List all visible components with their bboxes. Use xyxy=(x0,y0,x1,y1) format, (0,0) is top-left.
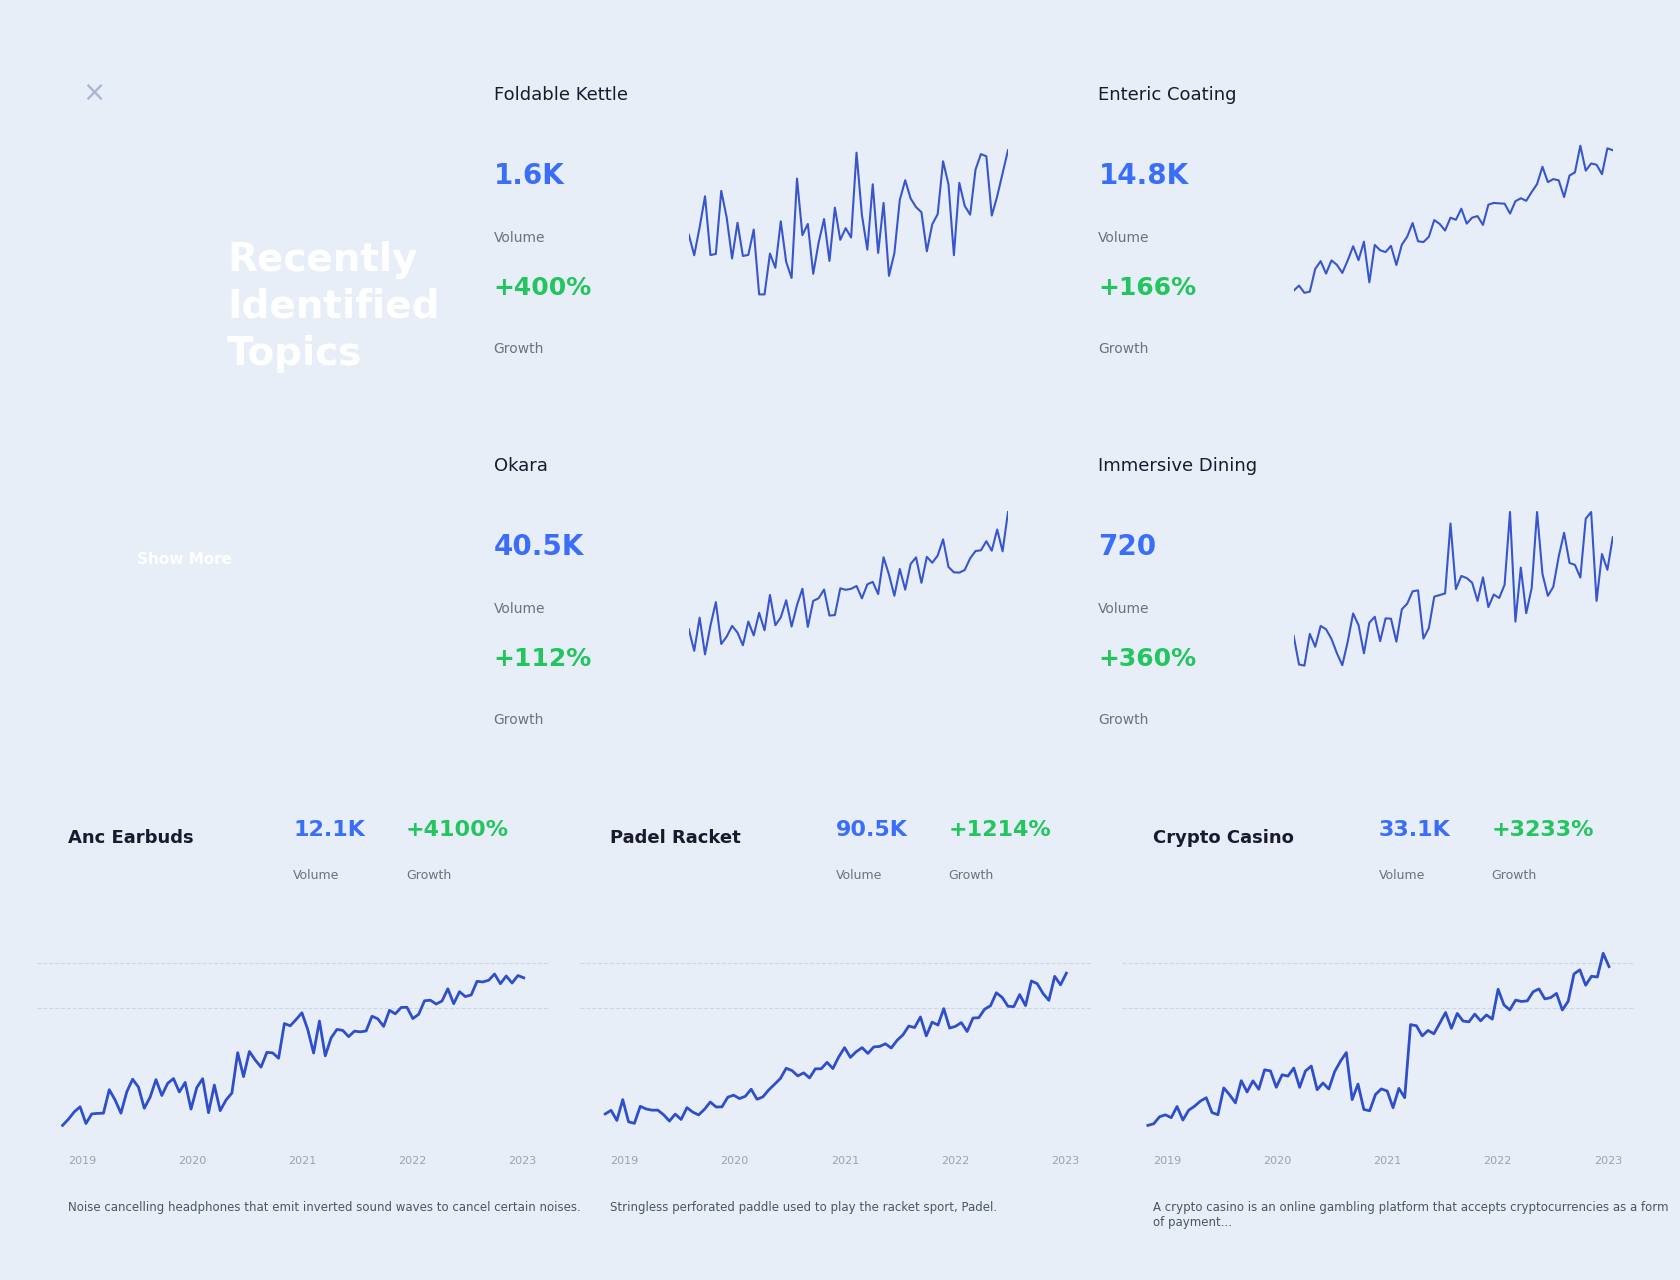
Text: 2019: 2019 xyxy=(67,1156,96,1166)
Text: 90.5K: 90.5K xyxy=(835,819,907,840)
Text: +400%: +400% xyxy=(494,276,591,300)
Text: +166%: +166% xyxy=(1099,276,1196,300)
Text: 2021: 2021 xyxy=(287,1156,316,1166)
Text: 40.5K: 40.5K xyxy=(494,532,585,561)
Text: Growth: Growth xyxy=(1492,869,1537,882)
Text: 2023: 2023 xyxy=(1052,1156,1079,1166)
Text: Growth: Growth xyxy=(494,342,544,356)
Text: Volume: Volume xyxy=(1099,230,1149,244)
Text: Anc Earbuds: Anc Earbuds xyxy=(67,829,193,847)
Text: Enteric Coating: Enteric Coating xyxy=(1099,86,1236,104)
Text: Volume: Volume xyxy=(292,869,339,882)
Text: +3233%: +3233% xyxy=(1492,819,1594,840)
Text: Growth: Growth xyxy=(949,869,995,882)
Text: 1.6K: 1.6K xyxy=(494,161,564,189)
Text: 2023: 2023 xyxy=(1594,1156,1621,1166)
Text: 2020: 2020 xyxy=(178,1156,207,1166)
Text: A crypto casino is an online gambling platform that accepts cryptocurrencies as : A crypto casino is an online gambling pl… xyxy=(1152,1201,1668,1229)
Text: +1214%: +1214% xyxy=(949,819,1052,840)
Text: 2020: 2020 xyxy=(721,1156,749,1166)
Text: Volume: Volume xyxy=(835,869,882,882)
Text: 2022: 2022 xyxy=(1483,1156,1512,1166)
Text: Volume: Volume xyxy=(494,230,544,244)
Text: Volume: Volume xyxy=(494,602,544,616)
Text: 2023: 2023 xyxy=(509,1156,536,1166)
Text: ×: × xyxy=(82,79,106,108)
Text: Growth: Growth xyxy=(407,869,452,882)
Text: 2021: 2021 xyxy=(830,1156,858,1166)
Text: +360%: +360% xyxy=(1099,646,1196,671)
Text: 14.8K: 14.8K xyxy=(1099,161,1188,189)
Text: Volume: Volume xyxy=(1099,602,1149,616)
Text: Okara: Okara xyxy=(494,457,548,475)
Text: +112%: +112% xyxy=(494,646,591,671)
Text: +4100%: +4100% xyxy=(407,819,509,840)
Text: Foldable Kettle: Foldable Kettle xyxy=(494,86,628,104)
Text: 2020: 2020 xyxy=(1263,1156,1292,1166)
Text: Volume: Volume xyxy=(1379,869,1425,882)
Text: 2019: 2019 xyxy=(1152,1156,1181,1166)
Text: 720: 720 xyxy=(1099,532,1156,561)
Text: 2019: 2019 xyxy=(610,1156,638,1166)
Text: Immersive Dining: Immersive Dining xyxy=(1099,457,1258,475)
Text: Show More: Show More xyxy=(138,553,232,567)
Text: 2021: 2021 xyxy=(1373,1156,1401,1166)
Text: Noise cancelling headphones that emit inverted sound waves to cancel certain noi: Noise cancelling headphones that emit in… xyxy=(67,1201,581,1213)
Text: Growth: Growth xyxy=(494,713,544,727)
Text: 2022: 2022 xyxy=(398,1156,427,1166)
Text: 2022: 2022 xyxy=(941,1156,969,1166)
Text: Stringless perforated paddle used to play the racket sport, Padel.: Stringless perforated paddle used to pla… xyxy=(610,1201,998,1213)
Text: 12.1K: 12.1K xyxy=(292,819,365,840)
Text: Padel Racket: Padel Racket xyxy=(610,829,741,847)
Text: Recently
Identified
Topics: Recently Identified Topics xyxy=(227,241,440,372)
Text: Growth: Growth xyxy=(1099,713,1149,727)
Text: 33.1K: 33.1K xyxy=(1379,819,1450,840)
Text: Crypto Casino: Crypto Casino xyxy=(1152,829,1294,847)
Text: Growth: Growth xyxy=(1099,342,1149,356)
